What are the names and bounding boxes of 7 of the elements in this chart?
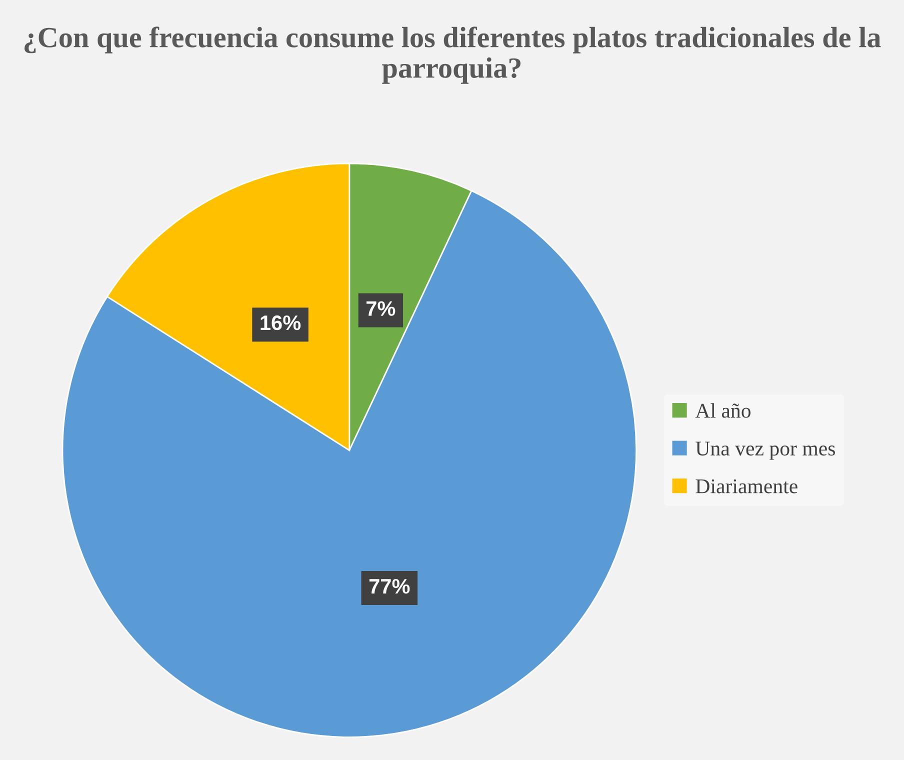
data-label: 77% <box>369 578 410 594</box>
legend-label: Al año <box>695 403 751 418</box>
legend-label: Una vez por mes <box>696 442 835 460</box>
chart-title: ¿Con que frecuencia consume los diferentes platos tradicionales de la parroquia? <box>24 26 881 84</box>
data-label: 16% <box>260 315 301 330</box>
legend-label: Diariamente <box>696 479 798 494</box>
data-label: 7% <box>366 301 396 316</box>
